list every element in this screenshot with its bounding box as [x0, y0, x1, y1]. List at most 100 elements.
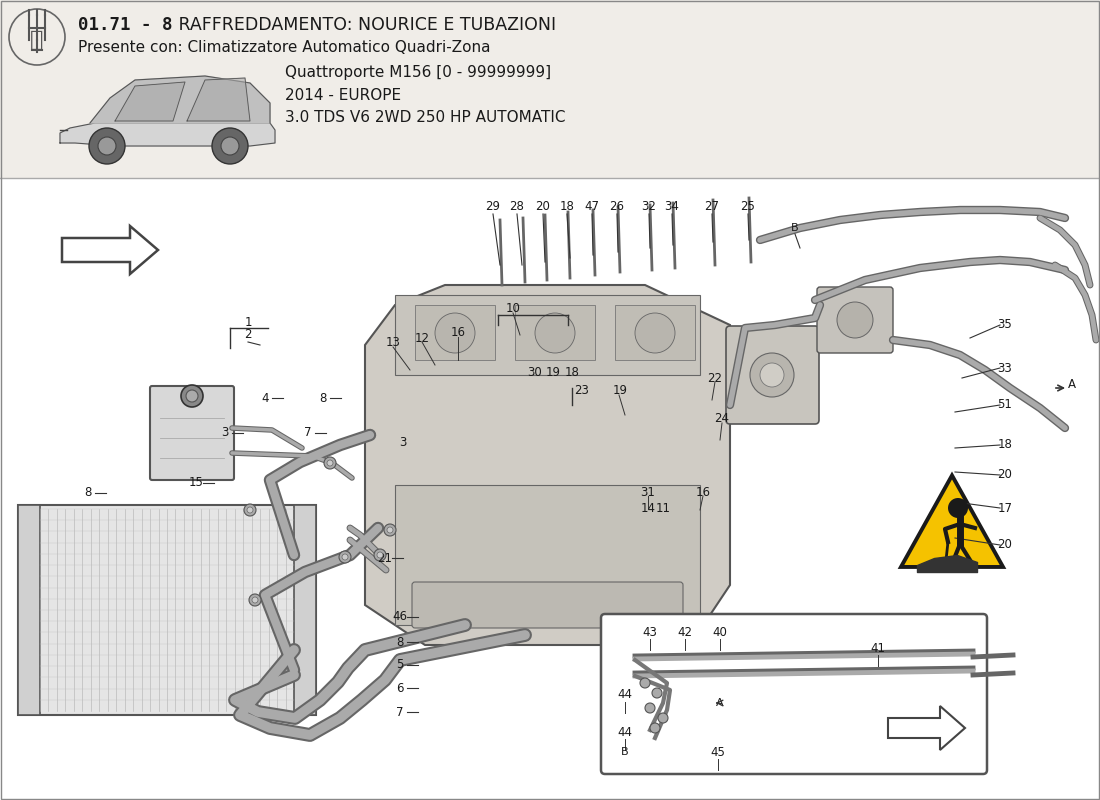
Polygon shape [365, 285, 730, 645]
Text: 51: 51 [998, 398, 1012, 411]
Bar [294, 505, 316, 715]
Text: RAFFREDDAMENTO: NOURICE E TUBAZIONI: RAFFREDDAMENTO: NOURICE E TUBAZIONI [173, 16, 557, 34]
Circle shape [249, 594, 261, 606]
Text: 30: 30 [528, 366, 542, 378]
Text: 47: 47 [584, 201, 600, 214]
Circle shape [244, 504, 256, 516]
Text: 2014 - EUROPE: 2014 - EUROPE [285, 87, 402, 102]
Bar [395, 485, 700, 625]
Text: 7: 7 [396, 706, 404, 718]
FancyBboxPatch shape [726, 326, 820, 424]
Text: 8: 8 [319, 391, 327, 405]
Text: B: B [791, 223, 799, 233]
Text: 3: 3 [221, 426, 229, 439]
Circle shape [221, 137, 239, 155]
Text: A: A [1068, 378, 1076, 391]
Circle shape [377, 552, 383, 558]
Text: 16: 16 [695, 486, 711, 498]
Text: 8: 8 [396, 635, 404, 649]
Circle shape [948, 498, 968, 518]
Text: Presente con: Climatizzatore Automatico Quadri-Zona: Presente con: Climatizzatore Automatico … [78, 41, 491, 55]
Text: 15: 15 [188, 477, 204, 490]
Polygon shape [60, 123, 275, 146]
Circle shape [760, 363, 784, 387]
Bar [415, 305, 495, 360]
Text: 31: 31 [640, 486, 656, 498]
Circle shape [248, 507, 253, 513]
Polygon shape [901, 475, 1003, 567]
Text: 20: 20 [998, 469, 1012, 482]
Text: 13: 13 [386, 335, 400, 349]
Text: 20: 20 [998, 538, 1012, 551]
Text: 21: 21 [377, 551, 393, 565]
Circle shape [658, 713, 668, 723]
Circle shape [387, 527, 393, 533]
Text: 45: 45 [711, 746, 725, 758]
Text: 14: 14 [640, 502, 656, 514]
Text: 20: 20 [536, 201, 550, 214]
Text: 25: 25 [740, 201, 756, 214]
Text: 3.0 TDS V6 2WD 250 HP AUTOMATIC: 3.0 TDS V6 2WD 250 HP AUTOMATIC [285, 110, 565, 126]
Circle shape [89, 128, 125, 164]
Text: 24: 24 [715, 411, 729, 425]
Text: 35: 35 [998, 318, 1012, 331]
Circle shape [750, 353, 794, 397]
FancyBboxPatch shape [150, 386, 234, 480]
Text: 29: 29 [485, 201, 501, 214]
Text: 8: 8 [85, 486, 91, 499]
Circle shape [339, 551, 351, 563]
Circle shape [635, 313, 675, 353]
Text: 5: 5 [396, 658, 404, 671]
FancyBboxPatch shape [817, 287, 893, 353]
Text: 18: 18 [564, 366, 580, 378]
Text: ⎕: ⎕ [31, 30, 44, 50]
Polygon shape [888, 706, 965, 750]
Circle shape [645, 703, 654, 713]
Text: 44: 44 [617, 689, 632, 702]
Bar [0, 0, 1100, 178]
Circle shape [98, 137, 116, 155]
Polygon shape [62, 226, 158, 274]
Text: 23: 23 [574, 383, 590, 397]
Text: 40: 40 [713, 626, 727, 638]
Bar [0, 178, 1100, 800]
Text: 43: 43 [642, 626, 658, 638]
Text: 28: 28 [509, 201, 525, 214]
Text: 42: 42 [678, 626, 693, 638]
Circle shape [535, 313, 575, 353]
Text: 4: 4 [262, 391, 268, 405]
Text: 26: 26 [609, 201, 625, 214]
Text: 10: 10 [506, 302, 520, 314]
Text: 22: 22 [707, 371, 723, 385]
Text: 46: 46 [393, 610, 407, 623]
Circle shape [186, 390, 198, 402]
Circle shape [9, 9, 65, 65]
Polygon shape [116, 82, 185, 121]
Text: 12: 12 [415, 331, 429, 345]
Circle shape [384, 524, 396, 536]
Circle shape [252, 597, 258, 603]
Text: 32: 32 [641, 201, 657, 214]
Text: 34: 34 [664, 201, 680, 214]
Text: 33: 33 [998, 362, 1012, 374]
Circle shape [212, 128, 248, 164]
Text: 18: 18 [560, 201, 574, 214]
Circle shape [434, 313, 475, 353]
Text: 17: 17 [998, 502, 1012, 514]
Text: 6: 6 [396, 682, 404, 694]
Bar [395, 295, 700, 375]
Circle shape [640, 678, 650, 688]
Text: 11: 11 [656, 502, 671, 514]
Polygon shape [187, 78, 250, 121]
Polygon shape [90, 76, 270, 123]
Circle shape [324, 457, 336, 469]
Bar [18, 505, 316, 715]
Text: Quattroporte M156 [0 - 99999999]: Quattroporte M156 [0 - 99999999] [285, 65, 551, 79]
Circle shape [374, 549, 386, 561]
Text: 18: 18 [998, 438, 1012, 451]
Text: A: A [716, 698, 724, 708]
Text: 41: 41 [870, 642, 886, 654]
Text: 27: 27 [704, 201, 719, 214]
Text: 19: 19 [613, 383, 627, 397]
Circle shape [837, 302, 873, 338]
